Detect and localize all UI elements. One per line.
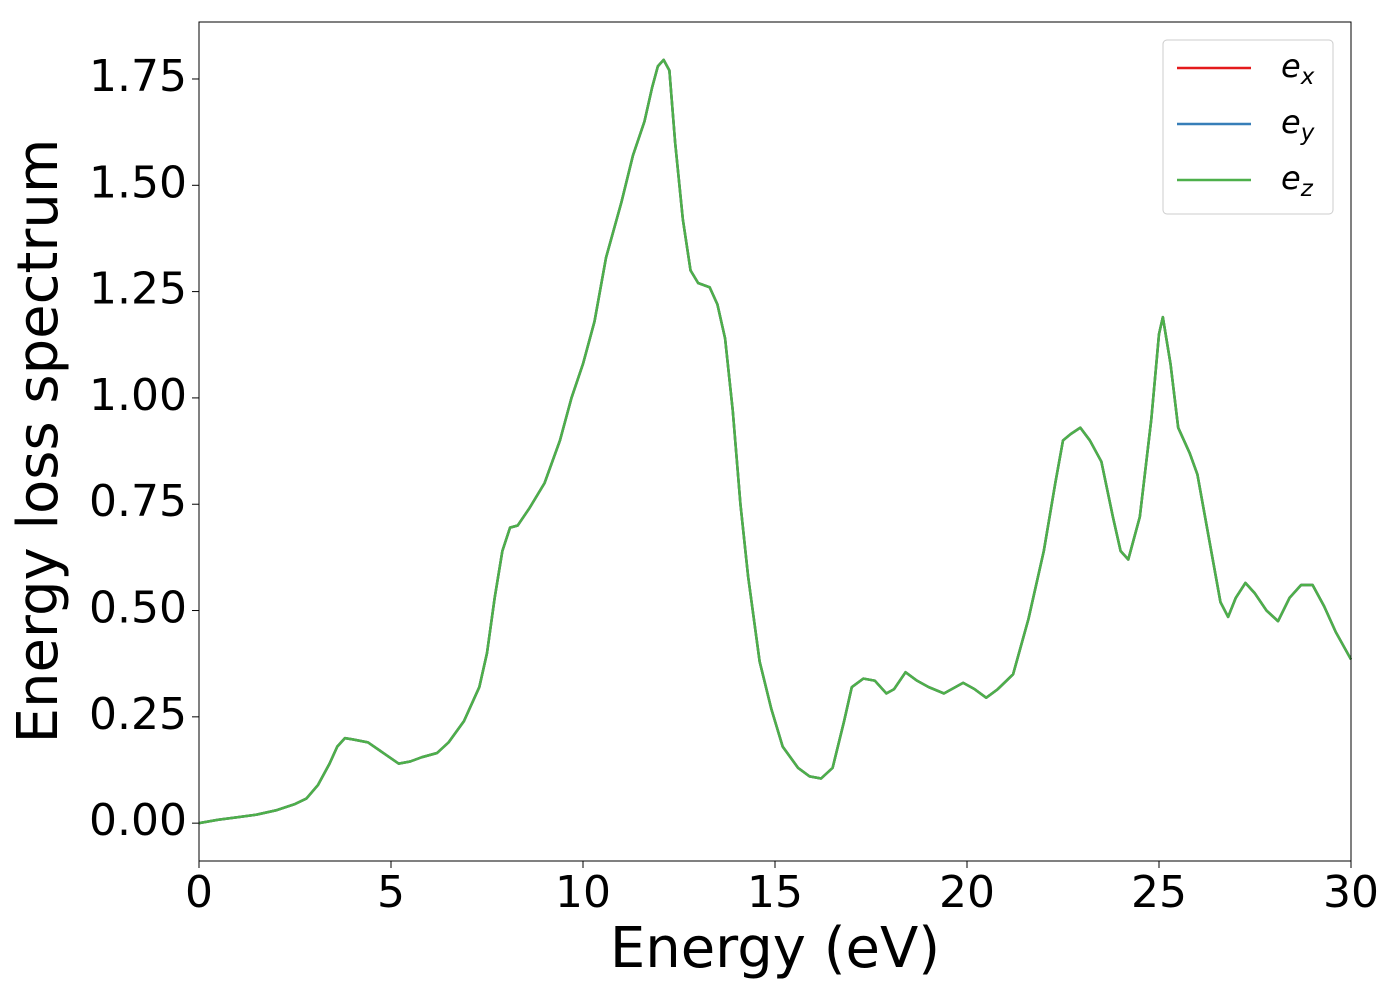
x-axis-label: Energy (eV) bbox=[610, 916, 940, 981]
y-tick-label: 0.50 bbox=[89, 583, 187, 634]
y-tick-label: 0.25 bbox=[89, 689, 187, 740]
y-tick-label: 1.00 bbox=[89, 370, 187, 421]
y-tick-label: 1.75 bbox=[89, 51, 187, 102]
x-tick-label: 10 bbox=[555, 867, 611, 918]
legend-box bbox=[1162, 39, 1334, 215]
legend-label: ey bbox=[1281, 103, 1315, 146]
x-tick-label: 30 bbox=[1323, 867, 1379, 918]
legend-label: ex bbox=[1281, 47, 1315, 90]
y-tick-label: 1.50 bbox=[89, 157, 187, 208]
x-tick-label: 15 bbox=[747, 867, 803, 918]
y-tick-label: 0.00 bbox=[89, 795, 187, 846]
y-axis-label: Energy loss spectrum bbox=[6, 139, 71, 744]
x-tick-label: 5 bbox=[377, 867, 405, 918]
y-tick-label: 0.75 bbox=[89, 476, 187, 527]
x-tick-label: 20 bbox=[939, 867, 995, 918]
legend-label: ez bbox=[1281, 159, 1314, 202]
plot-frame bbox=[198, 21, 1352, 862]
x-tick-label: 25 bbox=[1131, 867, 1187, 918]
x-tick-label: 0 bbox=[185, 867, 213, 918]
y-tick-label: 1.25 bbox=[89, 264, 187, 315]
line bbox=[198, 58, 1353, 825]
